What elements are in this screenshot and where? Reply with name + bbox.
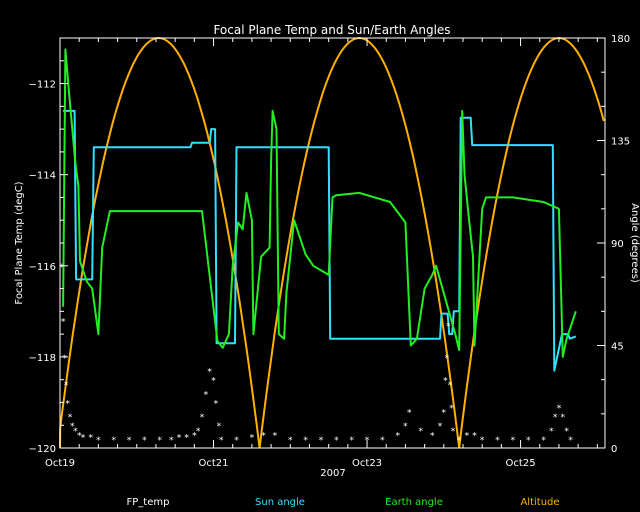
- fp-temp-point: *: [261, 431, 266, 441]
- legend-fp-temp: FP_temp: [127, 497, 170, 508]
- fp-temp-point: *: [211, 377, 216, 387]
- series-fp-temp: ******** * * * * * * * * * * * * ******** * * * * * * * * * * **…: [59, 263, 573, 446]
- fp-temp-point: *: [158, 436, 163, 446]
- fp-temp-point: *: [395, 431, 400, 441]
- y-axis-left-label: Focal Plane Temp (degC): [14, 181, 25, 304]
- series-line-sun-angle: [63, 109, 577, 372]
- fp-temp-point: *: [541, 436, 546, 446]
- y-left-tick-label: −114: [29, 171, 56, 182]
- y-axis-right-label: Angle (degrees): [629, 203, 640, 283]
- fp-temp-point: *: [564, 427, 569, 437]
- fp-temp-point: *: [184, 434, 189, 444]
- axis-ticks: Oct19 Oct21 Oct23 Oct25 −120 −118 −116 −114 −112…: [29, 34, 631, 469]
- fp-temp-point: *: [204, 390, 209, 400]
- legend-altitude: Altitude: [520, 497, 559, 508]
- fp-temp-point: *: [59, 263, 64, 273]
- legend: FP_temp Sun angle Earth angle Altitude: [127, 497, 560, 508]
- y-right-tick-label: 135: [611, 137, 630, 148]
- y-left-tick-label: −118: [29, 353, 56, 364]
- y-left-tick-label: −112: [29, 80, 56, 91]
- fp-temp-point: *: [81, 434, 86, 444]
- y-left-tick-label: −120: [29, 444, 56, 455]
- fp-temp-point: *: [480, 436, 485, 446]
- fp-temp-point: *: [430, 431, 435, 441]
- fp-temp-point: *: [142, 436, 147, 446]
- altitude-arc: [458, 36, 605, 449]
- fp-temp-point: *: [557, 404, 562, 414]
- fp-temp-point: *: [207, 368, 212, 378]
- fp-temp-point: *: [111, 436, 116, 446]
- fp-temp-point: *: [303, 436, 308, 446]
- fp-temp-point: *: [526, 436, 531, 446]
- fp-temp-point: *: [561, 413, 566, 423]
- fp-temp-point: *: [250, 434, 255, 444]
- fp-temp-point: *: [445, 354, 450, 364]
- fp-temp-point: *: [219, 436, 224, 446]
- fp-temp-point: *: [61, 317, 66, 327]
- fp-temp-point: *: [457, 436, 462, 446]
- fp-temp-point: *: [472, 431, 477, 441]
- fp-temp-point: *: [443, 377, 448, 387]
- legend-earth-angle: Earth angle: [385, 497, 443, 508]
- fp-temp-point: *: [273, 431, 278, 441]
- fp-temp-point: *: [217, 422, 222, 432]
- y-right-tick-label: 180: [611, 34, 630, 45]
- x-tick-label: Oct25: [506, 458, 536, 469]
- fp-temp-point: *: [65, 399, 70, 409]
- fp-temp-point: *: [495, 436, 500, 446]
- fp-temp-point: *: [465, 431, 470, 441]
- fp-temp-point: *: [77, 431, 82, 441]
- fp-temp-point: *: [448, 381, 453, 391]
- legend-sun-angle: Sun angle: [255, 497, 305, 508]
- x-axis-label: 2007: [320, 468, 345, 479]
- fp-temp-point: *: [200, 413, 205, 423]
- fp-temp-point: *: [288, 436, 293, 446]
- fp-temp-point: *: [568, 436, 573, 446]
- fp-temp-point: *: [549, 427, 554, 437]
- fp-temp-point: *: [169, 436, 174, 446]
- y-right-tick-label: 90: [611, 239, 624, 250]
- fp-temp-point: *: [196, 427, 201, 437]
- y-left-tick-label: −116: [29, 262, 56, 273]
- fp-temp-point: *: [451, 427, 456, 437]
- series-earth-angle: [62, 48, 577, 358]
- series-line-earth-angle: [62, 48, 577, 358]
- fp-temp-point: *: [70, 422, 75, 432]
- fp-temp-point: *: [442, 409, 447, 419]
- fp-temp-point: *: [214, 399, 219, 409]
- fp-temp-point: *: [449, 404, 454, 414]
- fp-temp-point: *: [88, 434, 93, 444]
- fp-temp-point: *: [68, 413, 73, 423]
- fp-temp-point: *: [349, 436, 354, 446]
- series-sun-angle: [63, 109, 577, 372]
- fp-temp-point: *: [553, 413, 558, 423]
- y-right-tick-label: 45: [611, 342, 624, 353]
- chart-title: Focal Plane Temp and Sun/Earth Angles: [213, 23, 450, 37]
- fp-temp-point: *: [334, 436, 339, 446]
- fp-temp-point: *: [234, 436, 239, 446]
- fp-temp-point: *: [446, 322, 451, 332]
- fp-temp-point: *: [438, 422, 443, 432]
- fp-temp-point: *: [511, 436, 516, 446]
- y-right-tick-label: 0: [611, 444, 617, 455]
- fp-temp-point: *: [127, 436, 132, 446]
- fp-temp-point: *: [380, 436, 385, 446]
- fp-temp-point: *: [64, 381, 69, 391]
- fp-temp-point: *: [192, 431, 197, 441]
- fp-temp-point: *: [177, 434, 182, 444]
- fp-temp-point: *: [407, 409, 412, 419]
- fp-temp-point: *: [319, 436, 324, 446]
- fp-temp-point: *: [73, 427, 78, 437]
- fp-temp-point: *: [96, 436, 101, 446]
- fp-temp-point: *: [419, 427, 424, 437]
- x-tick-label: Oct21: [199, 458, 229, 469]
- x-tick-label: Oct23: [352, 458, 382, 469]
- fp-temp-point: *: [62, 354, 67, 364]
- x-tick-label: Oct19: [45, 458, 75, 469]
- fp-temp-point: *: [403, 422, 408, 432]
